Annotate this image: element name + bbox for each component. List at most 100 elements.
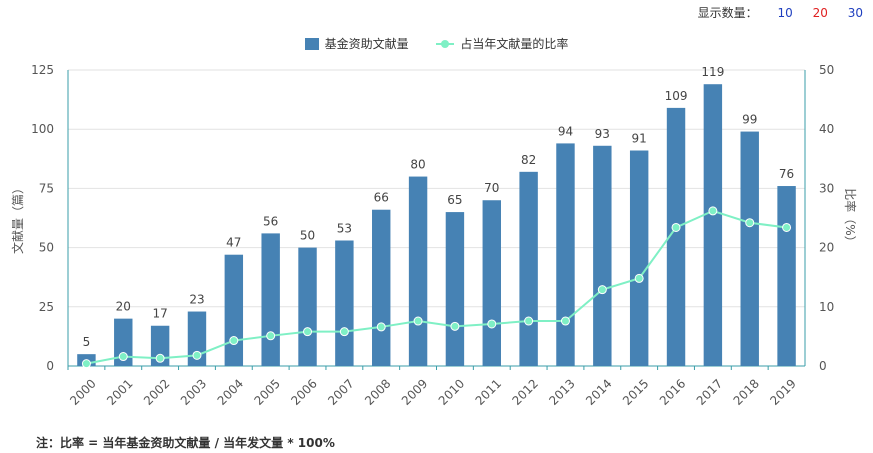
line-point	[266, 331, 276, 341]
bar	[408, 176, 428, 366]
bar-data-label: 50	[300, 229, 315, 243]
line-point	[708, 206, 718, 216]
line-point	[413, 316, 423, 326]
y-right-tick-label: 30	[819, 181, 834, 195]
x-tick-label: 2016	[657, 376, 688, 407]
bar-data-label: 119	[701, 65, 724, 79]
bar-data-label: 23	[189, 293, 204, 307]
x-tick-label: 2003	[178, 376, 209, 407]
legend-bar-swatch	[304, 37, 319, 50]
y-left-tick-label: 100	[31, 122, 54, 136]
line-point	[634, 273, 644, 283]
bar-data-label: 65	[447, 193, 462, 207]
x-tick-label: 2015	[620, 376, 651, 407]
y-left-tick-label: 0	[46, 359, 54, 373]
line-point	[487, 319, 497, 329]
bar-data-label: 80	[410, 158, 425, 172]
bar-data-label: 17	[152, 307, 167, 321]
x-tick-label: 2010	[436, 376, 467, 407]
legend-item-bar-series[interactable]: 基金资助文献量	[304, 35, 409, 52]
display-count-option-10[interactable]: 10	[777, 6, 793, 20]
line-point	[450, 321, 460, 331]
bar	[556, 143, 575, 366]
x-tick-label: 2007	[325, 376, 356, 407]
bar	[482, 200, 501, 366]
line-point	[597, 285, 607, 295]
line-point	[524, 316, 534, 326]
bar-data-label: 66	[374, 191, 389, 205]
y-right-tick-label: 10	[819, 300, 834, 314]
display-count-option-30[interactable]: 30	[847, 6, 863, 20]
x-tick-label: 2019	[767, 376, 798, 407]
line-point	[118, 352, 128, 362]
x-tick-label: 2002	[141, 376, 172, 407]
bar	[187, 311, 207, 366]
line-point	[339, 327, 349, 337]
display-count-option-20[interactable]: 20	[812, 6, 828, 20]
x-tick-label: 2012	[509, 376, 540, 407]
x-tick-label: 2004	[215, 376, 246, 407]
bar	[335, 240, 354, 366]
bar	[445, 212, 465, 366]
bar-data-label: 56	[263, 214, 278, 228]
x-tick-label: 2000	[67, 376, 98, 407]
line-point	[671, 222, 681, 232]
y-left-tick-label: 75	[39, 181, 54, 195]
bar	[740, 131, 759, 366]
bar	[666, 107, 686, 366]
y-right-tick-label: 50	[819, 63, 834, 77]
legend-bar-label: 基金资助文献量	[324, 37, 409, 51]
line-point	[782, 222, 792, 232]
x-tick-label: 2017	[694, 376, 725, 407]
bar-data-label: 47	[226, 236, 241, 250]
bar	[703, 84, 723, 366]
x-tick-label: 2013	[546, 376, 577, 407]
y-left-tick-label: 125	[31, 63, 54, 77]
bar	[261, 233, 280, 366]
bar	[593, 145, 612, 366]
bar-data-label: 91	[632, 132, 647, 146]
x-tick-label: 2005	[252, 376, 283, 407]
x-tick-label: 2018	[731, 376, 762, 407]
x-tick-label: 2014	[583, 376, 614, 407]
line-point	[229, 336, 239, 346]
y-right-tick-label: 40	[819, 122, 834, 136]
y-left-axis-title: 文献量（篇）	[10, 182, 25, 254]
y-left-tick-label: 50	[39, 241, 54, 255]
bar-data-label: 93	[595, 127, 610, 141]
footnote: 注：比率 = 当年基金资助文献量 / 当年发文量 * 100%	[36, 436, 335, 450]
y-right-tick-label: 20	[819, 241, 834, 255]
bar-data-label: 20	[116, 300, 131, 314]
legend-item-line-series[interactable]: 占当年文献量的比率	[436, 35, 568, 52]
display-count-selector: 显示数量： 10 20 30	[698, 4, 863, 21]
bar	[629, 150, 649, 366]
bar	[372, 209, 391, 366]
bar	[777, 186, 796, 366]
bar	[224, 254, 244, 366]
display-count-label: 显示数量：	[697, 6, 758, 20]
bar-data-label: 99	[742, 113, 757, 127]
line-point	[81, 359, 91, 369]
line-point	[560, 316, 570, 326]
legend-line-swatch	[436, 38, 455, 50]
line-point	[303, 327, 313, 337]
bar	[114, 318, 133, 366]
bar	[519, 171, 538, 366]
bar-data-label: 82	[521, 153, 536, 167]
bar-data-label: 5	[83, 335, 91, 349]
line-point	[376, 322, 386, 332]
legend-line-label: 占当年文献量的比率	[460, 37, 569, 51]
line-point	[192, 350, 202, 360]
y-right-tick-label: 0	[819, 359, 827, 373]
line-series	[86, 209, 787, 365]
line-point	[155, 353, 165, 363]
y-right-axis-title: 比率（%）	[843, 188, 858, 247]
x-tick-label: 2009	[399, 376, 430, 407]
chart-legend: 基金资助文献量 占当年文献量的比率	[0, 35, 873, 53]
bar-data-label: 109	[665, 89, 688, 103]
bar-data-label: 53	[337, 221, 352, 235]
y-left-tick-label: 25	[39, 300, 54, 314]
bar-data-label: 70	[484, 181, 499, 195]
bar-data-label: 76	[779, 167, 794, 181]
bar	[150, 325, 170, 366]
